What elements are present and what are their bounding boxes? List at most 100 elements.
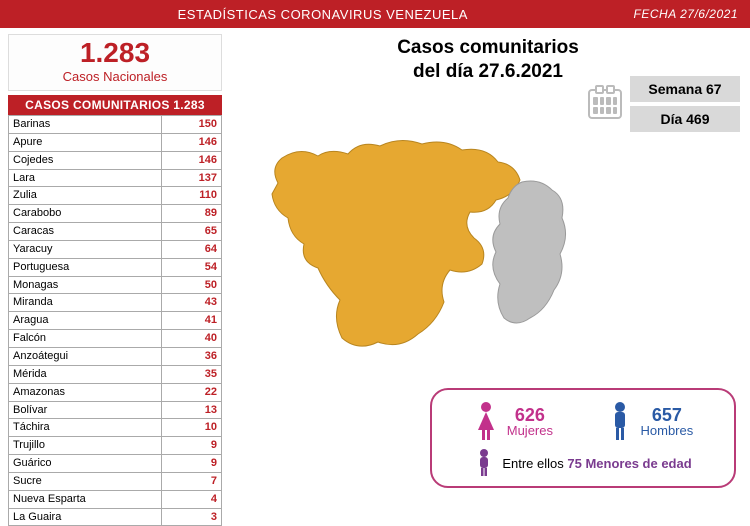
- state-cell: Apure: [9, 133, 162, 151]
- table-row: Caracas65: [9, 223, 222, 241]
- header-bar: ESTADÍSTICAS CORONAVIRUS VENEZUELA FECHA…: [0, 0, 750, 28]
- minors-row: Entre ellos 75 Menores de edad: [446, 448, 720, 478]
- cases-cell: 110: [162, 187, 222, 205]
- cases-cell: 7: [162, 472, 222, 490]
- main-area: 1.283 Casos Nacionales CASOS COMUNITARIO…: [0, 28, 750, 500]
- cases-cell: 64: [162, 240, 222, 258]
- cases-cell: 36: [162, 347, 222, 365]
- state-cell: Guárico: [9, 455, 162, 473]
- week-badge: Semana 67: [630, 76, 740, 102]
- cases-cell: 150: [162, 116, 222, 134]
- state-cell: Carabobo: [9, 205, 162, 223]
- state-cell: Lara: [9, 169, 162, 187]
- cases-cell: 22: [162, 383, 222, 401]
- table-row: Yaracuy64: [9, 240, 222, 258]
- state-cell: Nueva Esparta: [9, 490, 162, 508]
- state-cell: Falcón: [9, 330, 162, 348]
- state-cell: Sucre: [9, 472, 162, 490]
- table-row: Sucre7: [9, 472, 222, 490]
- header-date: FECHA 27/6/2021: [634, 7, 738, 21]
- demographics-box: 626 Mujeres 657 Hombres Entre ellos 75 M…: [430, 388, 736, 488]
- state-cell: Trujillo: [9, 437, 162, 455]
- state-cell: Caracas: [9, 223, 162, 241]
- map-disputed: [493, 181, 566, 323]
- state-cell: Portuguesa: [9, 258, 162, 276]
- calendar-icon: [588, 89, 622, 119]
- table-row: Portuguesa54: [9, 258, 222, 276]
- women-label: Mujeres: [507, 424, 553, 437]
- men-label: Hombres: [641, 424, 694, 437]
- state-cell: Anzoátegui: [9, 347, 162, 365]
- cases-cell: 9: [162, 455, 222, 473]
- cases-cell: 4: [162, 490, 222, 508]
- cases-cell: 50: [162, 276, 222, 294]
- cases-cell: 54: [162, 258, 222, 276]
- cases-cell: 89: [162, 205, 222, 223]
- table-row: Cojedes146: [9, 151, 222, 169]
- state-cell: Miranda: [9, 294, 162, 312]
- cases-cell: 146: [162, 151, 222, 169]
- table-row: Monagas50: [9, 276, 222, 294]
- state-cell: Cojedes: [9, 151, 162, 169]
- table-row: Trujillo9: [9, 437, 222, 455]
- day-badge: Día 469: [630, 106, 740, 132]
- state-cell: Aragua: [9, 312, 162, 330]
- national-cases-label: Casos Nacionales: [9, 69, 221, 84]
- state-cell: Monagas: [9, 276, 162, 294]
- badges: Semana 67 Día 469: [630, 76, 740, 132]
- left-column: 1.283 Casos Nacionales CASOS COMUNITARIO…: [0, 28, 230, 500]
- cases-cell: 9: [162, 437, 222, 455]
- cases-cell: 35: [162, 365, 222, 383]
- table-row: Amazonas22: [9, 383, 222, 401]
- cases-cell: 3: [162, 508, 222, 526]
- table-row: Barinas150: [9, 116, 222, 134]
- state-cell: Zulia: [9, 187, 162, 205]
- state-cell: Amazonas: [9, 383, 162, 401]
- table-row: Zulia110: [9, 187, 222, 205]
- women-count: 626: [507, 406, 553, 424]
- state-cell: La Guaira: [9, 508, 162, 526]
- cases-cell: 43: [162, 294, 222, 312]
- table-row: Falcón40: [9, 330, 222, 348]
- men-count: 657: [641, 406, 694, 424]
- female-icon: [473, 400, 499, 442]
- table-row: Miranda43: [9, 294, 222, 312]
- male-icon: [607, 400, 633, 442]
- header-title: ESTADÍSTICAS CORONAVIRUS VENEZUELA: [12, 7, 634, 22]
- table-row: Apure146: [9, 133, 222, 151]
- table-row: Anzoátegui36: [9, 347, 222, 365]
- table-row: Táchira10: [9, 419, 222, 437]
- national-cases-value: 1.283: [9, 39, 221, 67]
- table-header: CASOS COMUNITARIOS 1.283: [8, 95, 222, 115]
- table-row: Lara137: [9, 169, 222, 187]
- state-cell: Bolívar: [9, 401, 162, 419]
- table-row: Aragua41: [9, 312, 222, 330]
- table-row: Carabobo89: [9, 205, 222, 223]
- cases-cell: 137: [162, 169, 222, 187]
- cases-cell: 10: [162, 419, 222, 437]
- table-row: La Guaira3: [9, 508, 222, 526]
- right-column: Casos comunitarios del día 27.6.2021 Sem…: [230, 28, 750, 500]
- table-row: Bolívar13: [9, 401, 222, 419]
- gender-row: 626 Mujeres 657 Hombres: [446, 400, 720, 442]
- child-icon: [474, 448, 494, 478]
- table-row: Guárico9: [9, 455, 222, 473]
- state-cell: Mérida: [9, 365, 162, 383]
- state-cell: Táchira: [9, 419, 162, 437]
- cases-cell: 13: [162, 401, 222, 419]
- national-cases-box: 1.283 Casos Nacionales: [8, 34, 222, 91]
- week-day-block: Semana 67 Día 469: [588, 76, 740, 132]
- cases-table: Barinas150Apure146Cojedes146Lara137Zulia…: [8, 115, 222, 526]
- table-row: Nueva Esparta4: [9, 490, 222, 508]
- cases-cell: 146: [162, 133, 222, 151]
- cases-cell: 40: [162, 330, 222, 348]
- cases-cell: 41: [162, 312, 222, 330]
- venezuela-map: [240, 128, 590, 363]
- cases-cell: 65: [162, 223, 222, 241]
- table-row: Mérida35: [9, 365, 222, 383]
- women-block: 626 Mujeres: [473, 400, 553, 442]
- state-cell: Barinas: [9, 116, 162, 134]
- map-mainland: [272, 140, 520, 346]
- men-block: 657 Hombres: [607, 400, 694, 442]
- state-cell: Yaracuy: [9, 240, 162, 258]
